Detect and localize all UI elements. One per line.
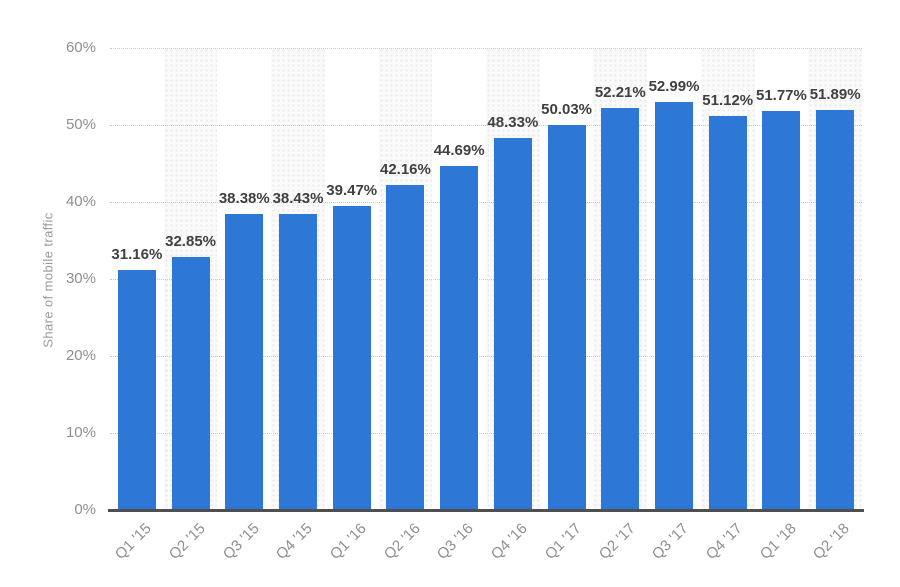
y-tick-label: 60% [65,39,96,56]
bar-value-label: 51.89% [809,86,861,104]
bar-value-label: 39.47% [326,182,378,200]
bar-value-label: 48.33% [487,113,539,131]
bar[interactable] [601,107,640,510]
bar-value-label: 44.69% [433,141,485,159]
x-tick-label: Q4 '15 [273,520,317,563]
bar-value-label: 42.16% [379,161,431,179]
gridline [110,125,862,126]
bar[interactable] [225,214,264,510]
x-tick-label: Q1 '15 [111,520,155,563]
bar[interactable] [816,110,855,510]
x-tick-label: Q3 '17 [649,520,693,563]
y-tick-label: 10% [65,424,96,441]
x-tick-label: Q1 '17 [541,520,585,563]
bar[interactable] [440,165,479,510]
x-tick-label: Q4 '17 [702,520,746,563]
bar-value-label: 52.21% [594,83,646,101]
x-tick-label: Q1 '16 [326,520,370,563]
gridline [110,356,862,357]
bar-value-label: 38.38% [218,190,270,208]
bar[interactable] [655,101,693,510]
bar[interactable] [386,185,425,510]
x-tick-label: Q3 '15 [219,520,263,563]
bar-value-label: 32.85% [165,233,216,251]
plot-area: 31.16% 32.85% 38.38% 38.43% 39.47% 42.16% 44.6… [110,48,862,510]
y-axis-title: Share of mobile traffic [40,212,56,348]
bar[interactable] [547,124,586,510]
bar[interactable] [117,270,156,510]
bar-value-label: 38.43% [272,190,324,208]
gridline [110,433,862,434]
bar-value-label: 31.16% [111,246,163,264]
x-tick-label: Q3 '16 [434,520,478,563]
gridline [110,279,862,280]
bar-value-label: 51.12% [702,92,754,110]
bar[interactable] [279,214,317,510]
x-tick-label: Q2 '18 [810,520,854,563]
bar[interactable] [708,116,747,510]
x-tick-label: Q2 '15 [165,520,209,563]
bar-value-label: 52.99% [648,77,700,95]
x-tick-label: Q4 '16 [487,520,531,563]
bar-value-label: 51.77% [755,87,807,105]
y-tick-label: 30% [65,270,96,287]
bar-value-label: 50.03% [541,100,592,118]
y-tick-label: 40% [65,193,96,210]
bar[interactable] [171,257,210,510]
x-tick-label: Q1 '18 [756,520,800,563]
bar[interactable] [332,206,371,510]
gridline [110,202,862,203]
x-tick-label: Q2 '16 [380,520,424,563]
y-tick-label: 50% [65,116,96,133]
x-tick-label: Q2 '17 [595,520,639,563]
y-tick-label: 20% [65,347,96,364]
bar[interactable] [762,111,801,510]
gridline [110,48,862,49]
y-tick-label: 0% [74,501,96,518]
bar[interactable] [493,137,532,510]
x-axis-line [108,509,864,512]
